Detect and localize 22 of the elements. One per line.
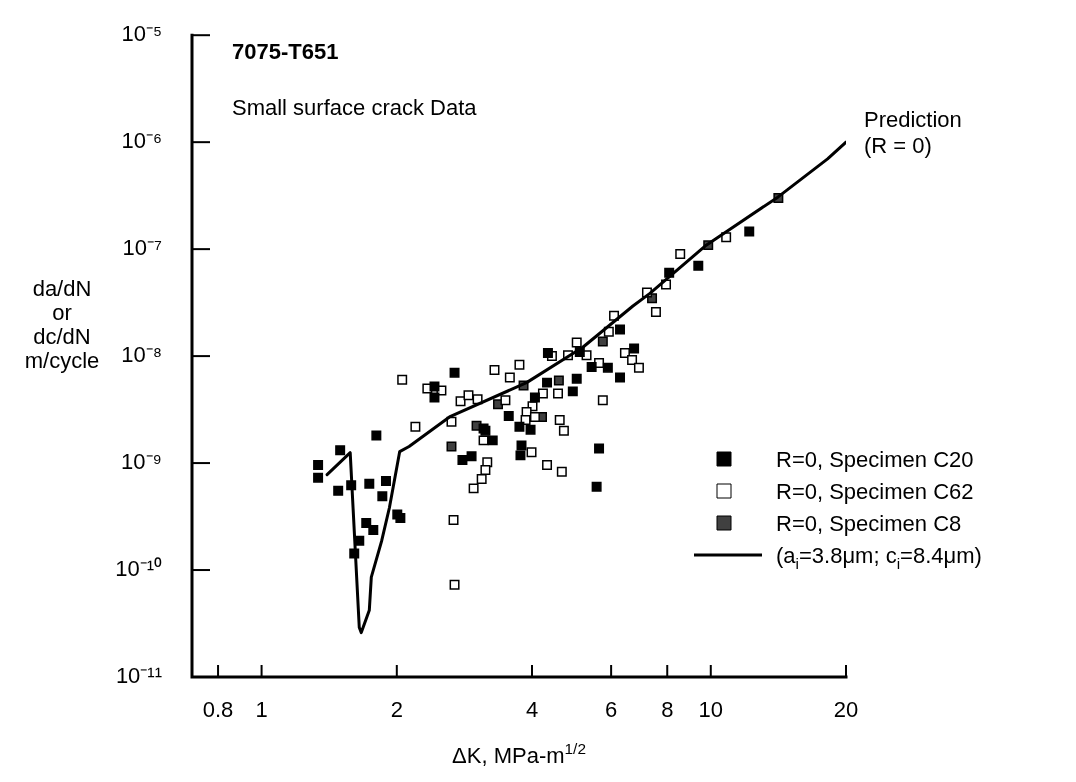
annotation: Small surface crack Data	[232, 95, 478, 121]
x-tick-label: 6	[605, 697, 618, 722]
text: Prediction (R = 0)	[864, 107, 962, 159]
legend-label: R=0, Specimen C62	[776, 479, 974, 504]
y-tick-label: 10⁻¹¹	[115, 663, 162, 689]
x-tick-label: 0.8	[202, 697, 234, 722]
y-tick-label: 10⁻⁸	[121, 342, 162, 368]
x-tick-label: 10	[698, 697, 724, 722]
y-tick-label: 10⁻⁹	[121, 449, 162, 475]
x-tick-label: 2	[390, 697, 403, 722]
chart-title: 7075-T651	[232, 39, 339, 65]
x-tick-label: 1	[255, 697, 268, 722]
x-tick-label: 20	[833, 697, 859, 722]
x-tick-label: 8	[661, 697, 674, 722]
y-axis-title: da/dN or dc/dN m/cycle	[24, 276, 100, 373]
y-tick-label: 10⁻⁶	[121, 128, 162, 154]
y-tick-label: 10⁻¹⁰	[115, 556, 162, 582]
y-tick-label: 10⁻⁵	[121, 21, 162, 47]
x-tick-label: 4	[525, 697, 539, 722]
y-tick-label: 10⁻⁷	[122, 235, 163, 261]
legend-label: R=0, Specimen C8	[776, 511, 962, 536]
legend-label: R=0, Specimen C20	[776, 447, 974, 472]
